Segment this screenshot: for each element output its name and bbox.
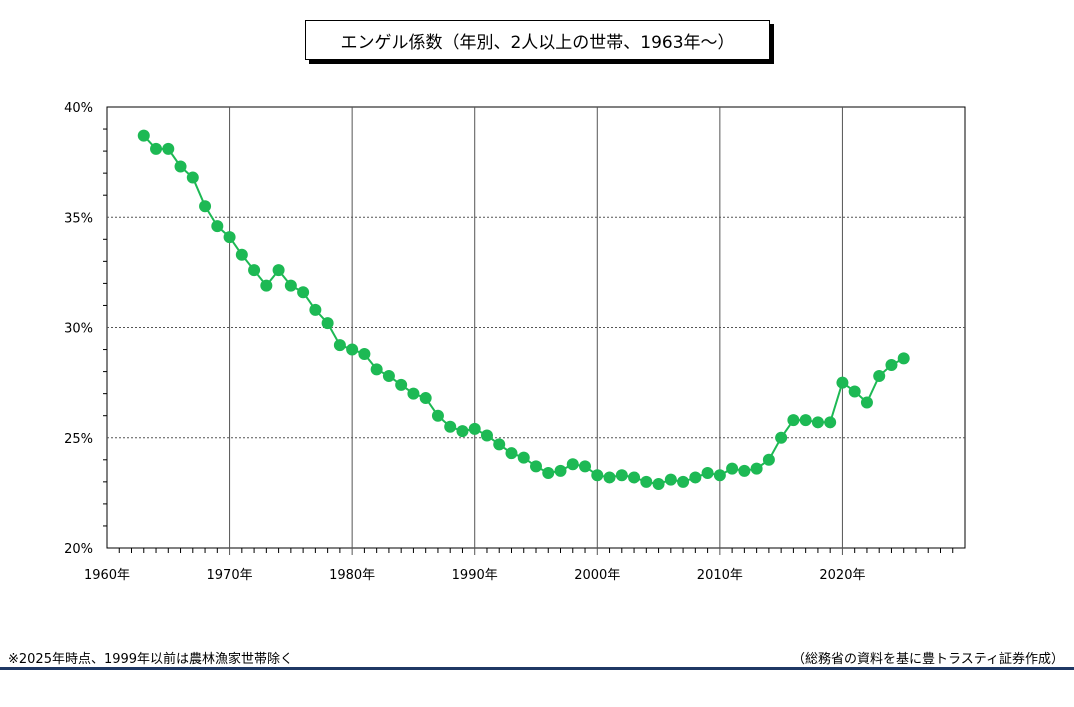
data-point xyxy=(186,171,199,184)
data-point xyxy=(603,471,616,484)
data-point xyxy=(321,317,334,330)
data-point xyxy=(174,160,187,173)
y-tick-label: 35% xyxy=(64,211,93,226)
data-point xyxy=(885,358,898,371)
data-point xyxy=(382,370,395,383)
y-tick-label: 40% xyxy=(64,101,93,116)
data-point xyxy=(615,469,628,482)
data-point xyxy=(260,279,273,292)
x-tick-label: 2020年 xyxy=(819,568,865,583)
grid-lines xyxy=(107,107,965,555)
data-point xyxy=(591,469,604,482)
data-point xyxy=(860,396,873,409)
footer-divider xyxy=(0,667,1074,670)
data-point xyxy=(566,458,579,471)
data-point xyxy=(480,429,493,442)
data-point xyxy=(762,453,775,466)
data-point xyxy=(897,352,910,365)
data-point xyxy=(162,142,175,155)
data-point xyxy=(787,414,800,427)
data-point xyxy=(223,231,236,244)
data-point xyxy=(456,425,469,438)
footer-source: （総務省の資料を基に豊トラスティ証券作成） xyxy=(792,652,1064,667)
data-point xyxy=(811,416,824,429)
data-point xyxy=(652,478,665,491)
data-point xyxy=(505,447,518,460)
engel-coefficient-chart: 20% 25% 30% 35% 40% 1960年 1970年 1980年 1990年 2000… xyxy=(64,101,966,583)
data-point xyxy=(370,363,383,376)
data-point xyxy=(664,473,677,486)
data-point xyxy=(309,303,322,316)
data-point xyxy=(395,378,408,391)
data-point xyxy=(211,220,224,233)
data-point xyxy=(873,370,886,383)
data-point xyxy=(431,409,444,422)
chart-title-text: エンゲル係数（年別、2人以上の世帯、1963年～） xyxy=(340,32,735,53)
data-point xyxy=(628,471,641,484)
x-tick-label: 2000年 xyxy=(574,568,620,583)
x-tick-label: 1960年 xyxy=(84,568,130,583)
data-point xyxy=(358,347,371,360)
data-point xyxy=(272,264,285,277)
y-tick-label: 30% xyxy=(64,322,93,337)
data-point xyxy=(493,438,506,451)
series-engel xyxy=(137,129,910,491)
x-tick-label: 2010年 xyxy=(697,568,743,583)
data-point xyxy=(713,469,726,482)
x-tick-label: 1980年 xyxy=(329,568,375,583)
data-point xyxy=(137,129,150,142)
data-point xyxy=(738,464,751,477)
data-point xyxy=(836,376,849,389)
x-tick-label: 1970年 xyxy=(207,568,253,583)
data-point xyxy=(701,467,714,480)
data-point xyxy=(333,339,346,352)
y-axis-labels: 20% 25% 30% 35% 40% xyxy=(64,101,93,557)
data-point xyxy=(517,451,530,464)
data-point xyxy=(689,471,702,484)
data-point xyxy=(419,392,432,405)
y-tick-label: 20% xyxy=(64,542,93,557)
data-point xyxy=(346,343,359,356)
data-point xyxy=(677,475,690,488)
data-point xyxy=(468,422,481,435)
x-tick-label: 1990年 xyxy=(452,568,498,583)
chart-title: エンゲル係数（年別、2人以上の世帯、1963年～） xyxy=(305,20,770,60)
footer-note: ※2025年時点、1999年以前は農林漁家世帯除く xyxy=(8,652,294,667)
data-point xyxy=(444,420,457,433)
x-axis-labels: 1960年 1970年 1980年 1990年 2000年 2010年 2020年 xyxy=(84,568,866,583)
data-point xyxy=(775,431,788,444)
y-tick-label: 25% xyxy=(64,432,93,447)
data-point xyxy=(640,475,653,488)
data-point xyxy=(726,462,739,475)
data-point xyxy=(248,264,261,277)
data-point xyxy=(407,387,420,400)
data-point xyxy=(824,416,837,429)
data-point xyxy=(542,467,555,480)
x-minor-ticks xyxy=(103,128,954,553)
data-point xyxy=(150,142,163,155)
data-point xyxy=(750,462,763,475)
data-point xyxy=(297,286,310,299)
data-point xyxy=(799,414,812,427)
data-point xyxy=(284,279,297,292)
data-point xyxy=(848,385,861,398)
data-point xyxy=(554,464,567,477)
data-point xyxy=(579,460,592,473)
data-point xyxy=(530,460,542,473)
data-point xyxy=(235,248,248,261)
data-point xyxy=(199,200,212,213)
